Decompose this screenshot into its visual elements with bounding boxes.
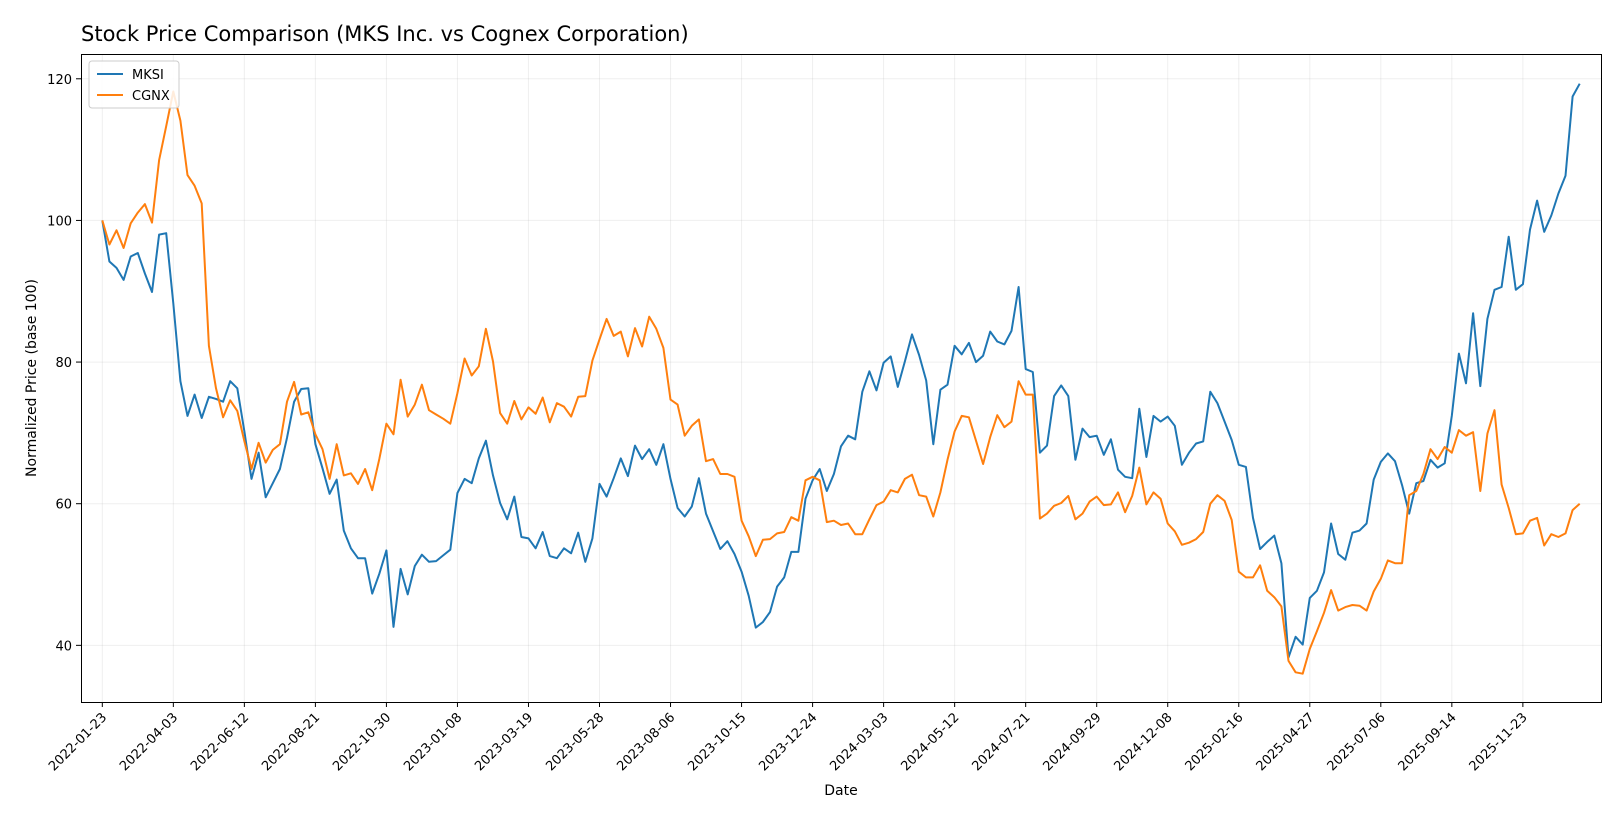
y-tick-label: 60 — [55, 498, 72, 513]
legend-label-cgnx: CGNX — [132, 89, 170, 104]
y-axis-ticks: 40 60 80 100 120 — [47, 73, 81, 654]
plot-area-frame — [81, 54, 1602, 703]
x-tick-label: 2024-03-03 — [827, 710, 891, 774]
x-tick-label: 2024-12-08 — [1112, 710, 1176, 774]
x-tick-label: 2023-05-28 — [543, 710, 607, 774]
x-tick-label: 2022-06-12 — [188, 710, 252, 774]
y-tick-label: 80 — [55, 356, 72, 371]
y-tick-label: 40 — [55, 639, 72, 654]
x-tick-label: 2025-11-23 — [1467, 710, 1531, 774]
x-tick-label: 2024-07-21 — [969, 710, 1033, 774]
legend: MKSI CGNX — [88, 60, 180, 109]
x-tick-label: 2023-03-19 — [472, 710, 536, 774]
series-line-mksi — [101, 83, 1581, 659]
grid — [81, 54, 1601, 702]
legend-label-mksi: MKSI — [132, 68, 164, 83]
x-tick-label: 2023-12-24 — [756, 710, 820, 774]
y-axis-label: Normalized Price (base 100) — [24, 279, 40, 477]
series-lines — [101, 83, 1581, 675]
x-tick-label: 2023-10-15 — [685, 710, 749, 774]
x-tick-label: 2023-01-08 — [401, 710, 465, 774]
x-tick-label: 2022-01-23 — [46, 710, 110, 774]
x-tick-label: 2023-08-06 — [614, 710, 678, 774]
chart-title: Stock Price Comparison (MKS Inc. vs Cogn… — [81, 22, 689, 46]
x-axis-ticks: 2022-01-23 2022-04-03 2022-06-12 2022-08-21… — [46, 702, 1531, 774]
x-tick-label: 2025-04-27 — [1254, 710, 1318, 774]
x-tick-label: 2025-09-14 — [1396, 710, 1460, 774]
x-tick-label: 2024-05-12 — [898, 710, 962, 774]
x-tick-label: 2022-08-21 — [259, 710, 323, 774]
y-tick-label: 120 — [47, 73, 72, 88]
x-tick-label: 2022-04-03 — [117, 710, 181, 774]
x-tick-label: 2025-07-06 — [1325, 710, 1389, 774]
y-tick-label: 100 — [47, 214, 72, 229]
legend-box — [88, 60, 180, 109]
x-tick-label: 2024-09-29 — [1040, 710, 1104, 774]
x-axis-label: Date — [824, 783, 857, 799]
x-tick-label: 2022-10-30 — [330, 710, 394, 774]
x-tick-label: 2025-02-16 — [1183, 710, 1247, 774]
series-line-cgnx — [101, 90, 1581, 675]
